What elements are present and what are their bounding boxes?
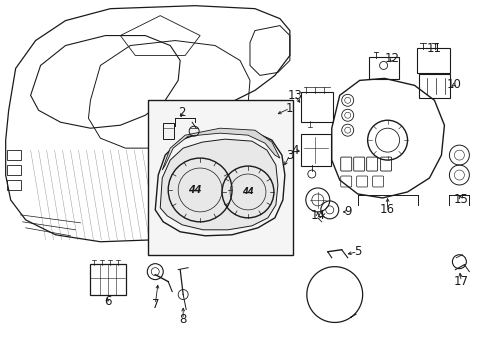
Text: 15: 15: [453, 193, 468, 206]
Text: 12: 12: [384, 52, 399, 65]
Polygon shape: [160, 139, 277, 230]
Text: 6: 6: [103, 295, 111, 308]
Text: 3: 3: [285, 149, 293, 162]
Text: 14: 14: [310, 210, 325, 222]
Text: 44: 44: [242, 188, 253, 197]
Text: 16: 16: [379, 203, 394, 216]
Text: 2: 2: [178, 106, 185, 119]
Text: 4: 4: [290, 144, 298, 157]
Text: 17: 17: [453, 275, 468, 288]
Polygon shape: [162, 128, 279, 170]
Text: 11: 11: [426, 42, 441, 55]
Text: 9: 9: [343, 205, 351, 219]
Text: 44: 44: [188, 185, 202, 195]
Text: 7: 7: [151, 298, 159, 311]
Text: 8: 8: [179, 313, 186, 326]
Text: 10: 10: [446, 78, 461, 91]
Text: 13: 13: [287, 89, 302, 102]
FancyBboxPatch shape: [148, 100, 292, 255]
Text: 1: 1: [285, 102, 293, 115]
Text: 5: 5: [353, 245, 361, 258]
